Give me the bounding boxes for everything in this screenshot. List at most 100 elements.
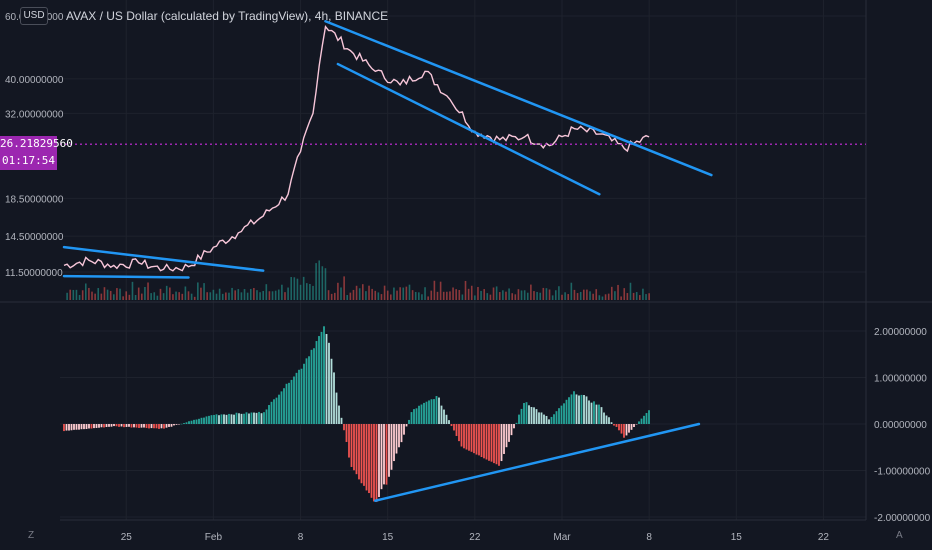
histogram-bar [578, 395, 580, 424]
histogram-bar [550, 416, 553, 424]
histogram-bar [158, 424, 160, 429]
histogram-bar [83, 424, 85, 430]
volume-bar [212, 289, 215, 300]
histogram-bar [345, 424, 348, 442]
volume-bar [218, 288, 221, 300]
histogram-bar [485, 424, 488, 460]
volume-bar [380, 294, 383, 300]
histogram-bar [203, 417, 205, 424]
histogram-bar [333, 372, 335, 424]
volume-bar [312, 285, 314, 300]
volume-bar [371, 288, 373, 300]
volume-bar [88, 287, 90, 300]
histogram-bar [150, 424, 153, 429]
volume-bar [91, 291, 93, 300]
volume-bar [172, 294, 174, 300]
histogram-bar [458, 424, 460, 442]
histogram-bar [563, 403, 565, 424]
volume-bar [564, 292, 566, 300]
volume-bar [358, 288, 361, 300]
histogram-bar [218, 415, 220, 424]
histogram-bar [205, 416, 208, 424]
histogram-bar [473, 424, 475, 454]
histogram-bar [573, 391, 575, 424]
histogram-bar [250, 412, 253, 424]
trendline-channel-upper [324, 20, 713, 177]
volume-bar [203, 283, 205, 300]
time-axis: 25 Feb 8 15 22 Mar 8 15 22 [121, 532, 830, 543]
volume-bar [315, 263, 317, 300]
histogram-bar [443, 409, 445, 424]
histogram-bar [375, 424, 378, 503]
osc-tick-label: -1.00000000 [874, 467, 931, 478]
histogram-bar [410, 412, 413, 424]
volume-bar [511, 293, 513, 300]
volume-bar [147, 282, 149, 300]
volume-bar [243, 289, 246, 300]
volume-bar [281, 284, 283, 300]
volume-bar [234, 290, 236, 300]
histogram-bar [265, 409, 268, 424]
volume-bar [144, 286, 146, 300]
volume-bar [539, 292, 542, 300]
time-tick-label: 8 [298, 532, 304, 543]
volume-bar [620, 296, 622, 300]
price-line [63, 25, 650, 272]
volume-bar [253, 287, 255, 300]
histogram-bar [245, 412, 248, 424]
histogram-bar [398, 424, 400, 448]
currency-button[interactable]: USD [20, 7, 48, 25]
auto-scale-button[interactable]: A [896, 530, 903, 541]
histogram-bar [470, 424, 473, 452]
histogram-bar [185, 422, 188, 424]
volume-bar [458, 289, 461, 300]
histogram-bar [278, 394, 280, 424]
histogram-bar [595, 404, 598, 424]
histogram-bar [373, 424, 375, 502]
histogram-bar [223, 414, 225, 424]
chart-title: AVAX / US Dollar (calculated by TradingV… [66, 9, 389, 23]
histogram-bar [555, 411, 558, 424]
histogram-bar [628, 424, 630, 433]
osc-tick-label: 2.00000000 [874, 327, 927, 338]
histogram-bar [75, 424, 78, 430]
histogram-bar [455, 424, 458, 436]
volume-bar [287, 287, 289, 300]
histogram-bar [248, 413, 250, 424]
volume-bar [551, 295, 554, 300]
histogram-bar [580, 394, 583, 424]
volume-bar [607, 293, 610, 300]
volume-bar [231, 287, 233, 300]
volume-bar [567, 294, 570, 300]
histogram-bar [453, 424, 455, 431]
histogram-bar [290, 379, 293, 424]
volume-bar [355, 285, 358, 300]
volume-bar [489, 294, 492, 300]
volume-bar [69, 289, 72, 300]
volume-bar [393, 287, 395, 300]
volume-bar [411, 290, 414, 300]
histogram-bar [90, 424, 93, 429]
histogram-bar [438, 397, 440, 424]
volume-bar [470, 285, 473, 300]
histogram-bar [198, 418, 200, 424]
volume-bar [349, 292, 352, 300]
volume-bar [165, 285, 168, 300]
volume-bar [639, 295, 641, 300]
volume-bar [508, 288, 510, 300]
volume-bar [377, 292, 380, 300]
histogram-bar [70, 424, 73, 431]
volume-bar [449, 291, 451, 300]
histogram-bar [133, 424, 135, 428]
histogram-bar [243, 413, 245, 424]
volume-bar [72, 289, 75, 300]
histogram-bar [405, 424, 408, 427]
histogram-bar [538, 412, 540, 424]
volume-bar [421, 294, 423, 300]
volume-bar [100, 293, 103, 300]
histogram-bar [308, 356, 310, 424]
zoom-button[interactable]: Z [28, 530, 35, 541]
volume-bar [296, 278, 299, 300]
histogram-bar [380, 424, 383, 490]
